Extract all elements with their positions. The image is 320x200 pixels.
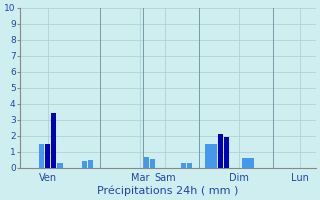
Bar: [212, 144, 217, 168]
Bar: [39, 144, 44, 168]
X-axis label: Précipitations 24h ( mm ): Précipitations 24h ( mm ): [97, 185, 238, 196]
Bar: [88, 160, 93, 168]
Bar: [218, 134, 223, 168]
Bar: [180, 163, 186, 168]
Bar: [144, 157, 149, 168]
Bar: [45, 144, 50, 168]
Bar: [82, 161, 87, 168]
Bar: [224, 137, 229, 168]
Bar: [248, 158, 254, 168]
Bar: [242, 158, 248, 168]
Bar: [57, 163, 62, 168]
Bar: [187, 163, 192, 168]
Bar: [150, 159, 155, 168]
Bar: [205, 144, 211, 168]
Bar: [51, 113, 56, 168]
